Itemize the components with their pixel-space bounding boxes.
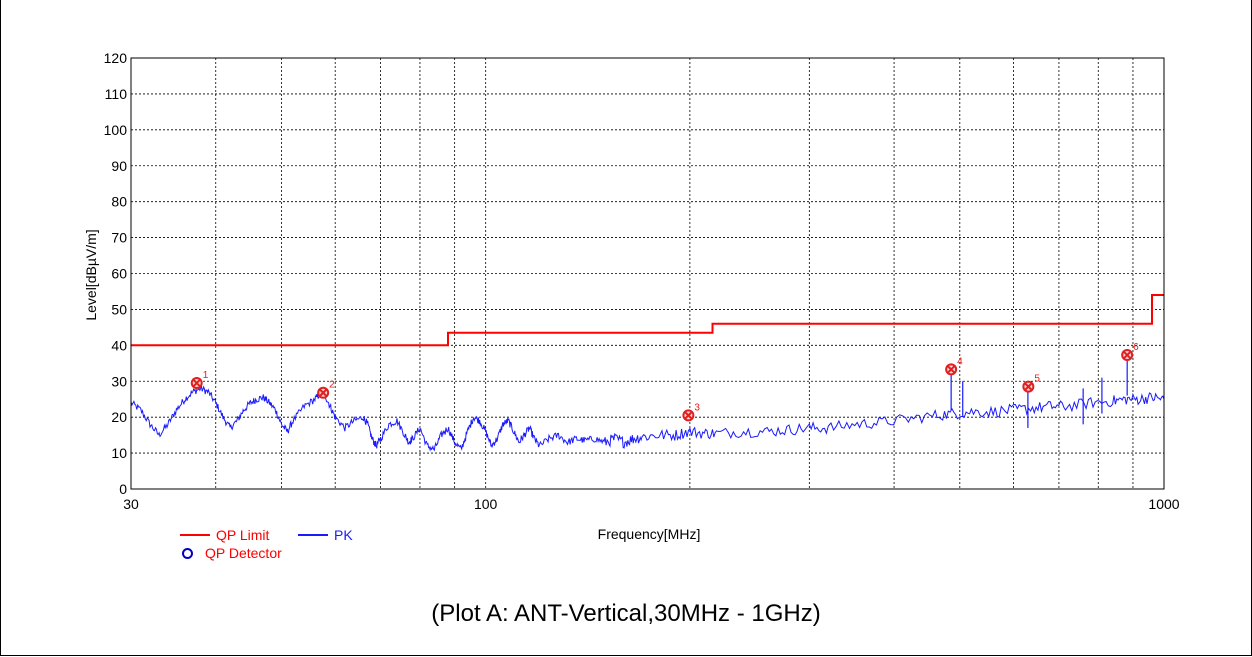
markers: 1 2 3 4 5 6 — [190, 342, 1139, 422]
x-tick-label: 100 — [474, 496, 498, 512]
legend-swatch-pk — [298, 534, 328, 536]
y-tick-label: 20 — [111, 409, 127, 425]
marker-label: 3 — [694, 402, 700, 413]
marker-label: 6 — [1133, 342, 1139, 353]
legend-label-qp-limit: QP Limit — [216, 527, 270, 543]
y-tick-label: 0 — [119, 481, 127, 497]
y-tick-label: 90 — [111, 158, 127, 174]
marker-label: 1 — [203, 370, 209, 381]
marker-2: 2 — [317, 380, 335, 399]
y-tick-label: 50 — [111, 301, 127, 317]
y-tick-label: 30 — [111, 373, 127, 389]
marker-cross — [193, 379, 201, 387]
y-tick-label: 110 — [105, 86, 128, 102]
y-tick-label: 10 — [111, 445, 127, 461]
y-tick-label: 60 — [111, 266, 127, 282]
grid — [131, 58, 1164, 489]
legend-swatch-qp-limit — [180, 534, 210, 536]
y-tick-label: 100 — [104, 122, 128, 138]
marker-cross — [1123, 351, 1131, 359]
y-tick-label: 70 — [111, 230, 127, 246]
y-axis-title: Level[dBµV/m] — [83, 229, 99, 320]
series — [130, 294, 1165, 452]
marker-label: 5 — [1034, 374, 1040, 385]
marker-3: 3 — [682, 402, 700, 422]
plot-caption: (Plot A: ANT-Vertical,30MHz - 1GHz) — [431, 600, 821, 627]
marker-1: 1 — [190, 370, 209, 390]
legend-item-qp-detector: QP Detector — [180, 545, 282, 561]
y-tick-label: 120 — [104, 50, 128, 66]
x-tick-label: 1000 — [1148, 496, 1179, 512]
marker-6: 6 — [1121, 342, 1139, 362]
marker-5: 5 — [1022, 374, 1040, 393]
marker-label: 2 — [329, 380, 335, 391]
y-tick-label: 80 — [111, 194, 127, 210]
marker-cross — [1024, 382, 1033, 391]
x-axis-title: Frequency[MHz] — [598, 526, 701, 542]
ticks: 0 10 20 30 40 50 60 70 80 90 100 110 120 30 100 1000 — [104, 50, 1180, 512]
plot-border — [130, 57, 1165, 490]
marker-cross — [684, 411, 693, 420]
legend-label-qp-detector: QP Detector — [205, 545, 282, 561]
series-pk-line — [130, 385, 1165, 452]
y-tick-label: 40 — [111, 337, 127, 353]
series-qp-limit-line — [131, 294, 1164, 347]
marker-label: 4 — [957, 356, 963, 367]
marker-cross — [947, 365, 955, 374]
legend-item-qp-limit: QP Limit — [180, 527, 269, 543]
legend-swatch-qp-detector — [182, 547, 193, 559]
x-tick-label: 30 — [123, 496, 139, 512]
legend-item-pk: PK — [298, 527, 353, 543]
legend-label-pk: PK — [334, 527, 353, 543]
marker-4: 4 — [945, 356, 963, 376]
marker-cross — [319, 389, 327, 397]
